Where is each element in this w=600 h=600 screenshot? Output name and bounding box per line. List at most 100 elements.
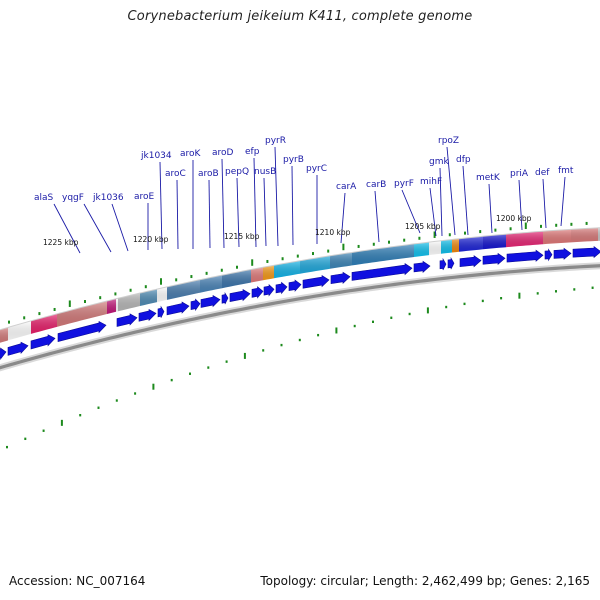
kbp-label: 1210 kbp bbox=[315, 228, 351, 237]
gene-label-aroK: aroK bbox=[180, 149, 202, 159]
gene-arrow bbox=[0, 347, 7, 360]
gene-label-gmk: gmk bbox=[429, 157, 449, 167]
map-title: Corynebacterium jeikeium K411, complete … bbox=[127, 9, 473, 24]
gene-label-pyrR: pyrR bbox=[265, 136, 286, 146]
gene-label-def: def bbox=[535, 168, 550, 178]
band-shade bbox=[330, 252, 352, 269]
band-shade bbox=[429, 240, 441, 256]
gene-label-efp: efp bbox=[245, 147, 260, 157]
gene-label-alaS: alaS bbox=[34, 193, 54, 203]
gene-arrow bbox=[330, 271, 351, 284]
leader-line bbox=[159, 161, 163, 250]
band-shade bbox=[483, 234, 506, 250]
kbp-label: 1215 kbp bbox=[224, 232, 260, 241]
gene-arrow bbox=[275, 281, 288, 295]
accession-text: Accession: NC_007164 bbox=[9, 574, 146, 588]
gene-label-metK: metK bbox=[476, 173, 501, 183]
band-shade bbox=[0, 327, 8, 343]
gene-arrow bbox=[553, 247, 572, 260]
band-shade bbox=[543, 229, 571, 245]
leader-line bbox=[176, 179, 179, 250]
gene-arrow bbox=[351, 263, 413, 281]
leader-line bbox=[291, 165, 294, 246]
gene-arrow bbox=[138, 308, 157, 322]
gene-arrow bbox=[251, 286, 264, 299]
band-shade bbox=[157, 286, 167, 303]
gene-arrow bbox=[506, 249, 544, 263]
band-shade bbox=[251, 267, 263, 283]
gene-arrow-track bbox=[0, 245, 600, 360]
gene-arrow bbox=[482, 252, 506, 266]
gene-arrow bbox=[116, 313, 138, 327]
leader-line bbox=[488, 183, 493, 234]
topology-text: Topology: circular; Length: 2,462,499 bp… bbox=[260, 574, 590, 588]
leader-line bbox=[401, 189, 421, 234]
band-shade bbox=[452, 238, 459, 253]
band-shade bbox=[571, 227, 598, 243]
inner-tick-marks bbox=[6, 286, 594, 449]
band-shade bbox=[200, 275, 222, 293]
band-shade bbox=[506, 231, 543, 248]
gene-arrow bbox=[7, 341, 29, 356]
gene-arrow bbox=[263, 283, 275, 297]
gene-arrow bbox=[447, 256, 455, 270]
outer-tick-marks bbox=[8, 221, 588, 324]
band-shade bbox=[300, 255, 330, 274]
leader-line bbox=[53, 203, 81, 254]
leader-line bbox=[236, 177, 240, 248]
leader-line bbox=[340, 192, 346, 244]
leader-line bbox=[542, 178, 547, 229]
gene-arrow bbox=[190, 298, 201, 312]
gene-arrow bbox=[302, 275, 330, 289]
gene-arrow bbox=[459, 255, 482, 268]
band-shade bbox=[414, 242, 429, 257]
leader-line bbox=[83, 203, 112, 253]
gene-label-rpoZ: rpoZ bbox=[438, 136, 459, 146]
leader-line bbox=[439, 167, 443, 237]
cog-color-band bbox=[0, 227, 600, 343]
gene-label-priA: priA bbox=[510, 169, 529, 179]
kbp-scale-labels: 1225 kbp 1220 kbp 1215 kbp 1210 kbp 1205 kbp… bbox=[43, 214, 532, 247]
gene-label-pyrF: pyrF bbox=[394, 179, 414, 189]
gene-arrow bbox=[157, 305, 165, 318]
leader-line bbox=[560, 176, 566, 227]
gene-label-fmt: fmt bbox=[558, 166, 574, 176]
gene-label-yqgF: yqgF bbox=[62, 193, 84, 203]
gene-label-nusB: nusB bbox=[254, 167, 276, 177]
band-shade bbox=[167, 279, 200, 300]
kbp-label: 1205 kbp bbox=[405, 222, 441, 231]
gene-label-dfp: dfp bbox=[456, 155, 471, 165]
gene-label-aroB: aroB bbox=[198, 169, 219, 179]
gene-arrow bbox=[572, 245, 600, 259]
gene-label-aroD: aroD bbox=[212, 148, 234, 158]
gene-labels: alaS yqgF jk1036 aroE aroC jk1034 aroK aroB aroD… bbox=[34, 136, 574, 203]
leader-line bbox=[462, 165, 469, 236]
gene-arrow bbox=[413, 260, 431, 274]
genome-backbone bbox=[0, 262, 600, 372]
leader-line bbox=[274, 146, 279, 247]
gene-arrow bbox=[221, 292, 229, 305]
gene-arrow bbox=[30, 334, 56, 350]
gene-label-pyrC: pyrC bbox=[306, 164, 327, 174]
leader-line bbox=[446, 146, 456, 236]
leader-line bbox=[263, 177, 267, 247]
band-shade bbox=[116, 298, 118, 312]
gene-arrow bbox=[200, 294, 221, 308]
band-shade bbox=[459, 236, 483, 252]
gene-label-carB: carB bbox=[366, 180, 386, 190]
gene-label-pepQ: pepQ bbox=[225, 167, 249, 177]
gene-arrow bbox=[166, 301, 190, 316]
leader-line bbox=[208, 179, 211, 249]
gene-label-pyrB: pyrB bbox=[283, 155, 304, 165]
leader-line bbox=[253, 157, 257, 248]
gene-label-aroE: aroE bbox=[134, 192, 155, 202]
leader-line bbox=[111, 203, 129, 252]
gene-arrow bbox=[439, 257, 447, 271]
gene-label-aroC: aroC bbox=[165, 169, 186, 179]
leader-line bbox=[221, 158, 225, 249]
band-shade bbox=[107, 298, 116, 314]
gene-arrow bbox=[544, 248, 553, 262]
kbp-label: 1220 kbp bbox=[133, 235, 169, 244]
label-leader-lines bbox=[53, 146, 566, 254]
